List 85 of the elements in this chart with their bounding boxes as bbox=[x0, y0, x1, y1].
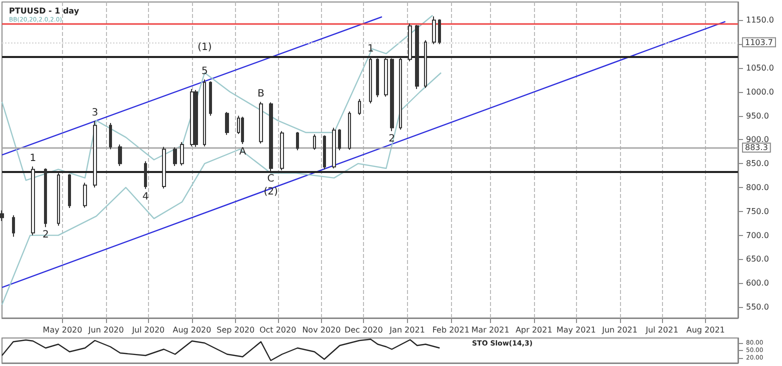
candlestick bbox=[384, 56, 388, 98]
y-tick-label: 900.0 bbox=[746, 135, 769, 144]
x-tick-label: Jul 2021 bbox=[644, 326, 678, 334]
annotation: C bbox=[267, 174, 274, 185]
ref-line-label: 1103.7 bbox=[745, 38, 773, 47]
candlestick bbox=[162, 146, 166, 189]
annotation: 2 bbox=[388, 134, 395, 145]
candlestick bbox=[209, 80, 212, 116]
x-tick-label: Nov 2020 bbox=[302, 326, 341, 334]
candlestick bbox=[296, 132, 299, 151]
candlestick bbox=[44, 168, 47, 228]
candlestick bbox=[194, 89, 198, 148]
candlestick bbox=[31, 166, 35, 236]
candlestick bbox=[241, 116, 244, 144]
candlestick bbox=[203, 78, 206, 147]
annotation: B bbox=[258, 88, 264, 100]
candlestick bbox=[280, 130, 284, 171]
x-tick-label: Jun 2021 bbox=[601, 326, 638, 334]
annotation: 1 bbox=[30, 152, 36, 164]
x-tick-label: Aug 2021 bbox=[686, 326, 725, 334]
line-series bbox=[1, 14, 434, 181]
ref-line-label: 883.3 bbox=[745, 143, 768, 152]
x-tick-label: Sep 2020 bbox=[216, 326, 255, 334]
y-tick-label: 550.0 bbox=[746, 302, 769, 312]
candlestick bbox=[313, 134, 316, 150]
candlestick bbox=[109, 122, 112, 150]
candlestick bbox=[348, 110, 351, 150]
x-tick-label: Jul 2020 bbox=[131, 326, 165, 334]
x-tick-label: Apr 2021 bbox=[516, 326, 552, 334]
x-tick-label: Mar 2021 bbox=[471, 326, 510, 334]
line-series bbox=[1, 338, 440, 362]
candlestick bbox=[358, 98, 361, 116]
candlestick bbox=[180, 142, 184, 166]
annotation: 3 bbox=[92, 108, 98, 119]
x-tick-label: May 2020 bbox=[42, 326, 82, 334]
candlestick bbox=[93, 120, 97, 188]
y-tick-label: 1000.0 bbox=[746, 87, 774, 96]
annotation: 5 bbox=[201, 66, 208, 77]
y-tick-label: 750.0 bbox=[746, 206, 769, 216]
candlestick bbox=[369, 56, 372, 104]
y-tick-label: 600.0 bbox=[746, 278, 769, 288]
candlestick bbox=[259, 101, 263, 144]
text: PTUUSD - 1 day bbox=[9, 6, 80, 16]
candlestick bbox=[144, 160, 147, 190]
candlestick bbox=[338, 128, 341, 151]
candlestick bbox=[190, 88, 194, 147]
annotation: 1 bbox=[368, 43, 374, 54]
annotation: 2 bbox=[42, 230, 49, 241]
candlestick bbox=[83, 182, 87, 208]
annotation: 4 bbox=[142, 191, 149, 202]
candlestick bbox=[415, 24, 419, 90]
annotation: (1) bbox=[198, 42, 212, 53]
x-tick-label: Feb 2021 bbox=[432, 326, 470, 334]
candlestick bbox=[269, 102, 273, 172]
candlestick bbox=[332, 127, 336, 169]
candlestick bbox=[323, 134, 326, 170]
x-tick-label: Aug 2020 bbox=[172, 326, 212, 334]
candlestick bbox=[376, 58, 379, 98]
candlestick bbox=[225, 111, 229, 136]
candlestick bbox=[390, 58, 394, 132]
y-tick-label: 650.0 bbox=[746, 254, 769, 264]
candlestick bbox=[432, 16, 436, 45]
candlestick bbox=[173, 146, 177, 166]
candlestick bbox=[424, 40, 427, 89]
y-tick-label: 950.0 bbox=[746, 111, 769, 120]
candlestick bbox=[408, 23, 412, 62]
x-tick-label: Dec 2020 bbox=[344, 326, 383, 334]
x-tick-label: Jun 2020 bbox=[87, 326, 124, 334]
y-tick-label: 850.0 bbox=[746, 159, 769, 168]
annotation: (2) bbox=[264, 186, 278, 198]
candlestick bbox=[57, 172, 60, 226]
candlestick bbox=[0, 210, 4, 222]
x-tick-label: May 2021 bbox=[556, 326, 596, 334]
y-tick-label: 800.0 bbox=[746, 182, 769, 192]
x-tick-label: Oct 2020 bbox=[259, 326, 296, 334]
x-tick-label: Jan 2021 bbox=[388, 326, 425, 334]
y-tick-label: 1050.0 bbox=[746, 63, 774, 72]
y-tick-label: 700.0 bbox=[746, 230, 769, 240]
y-tick-label: 1150.0 bbox=[746, 16, 774, 25]
candlestick bbox=[438, 18, 441, 45]
candlestick bbox=[399, 56, 402, 130]
candlestick bbox=[118, 144, 122, 166]
annotation: A bbox=[239, 146, 246, 158]
candlestick bbox=[68, 174, 71, 209]
candlestick bbox=[12, 214, 15, 238]
